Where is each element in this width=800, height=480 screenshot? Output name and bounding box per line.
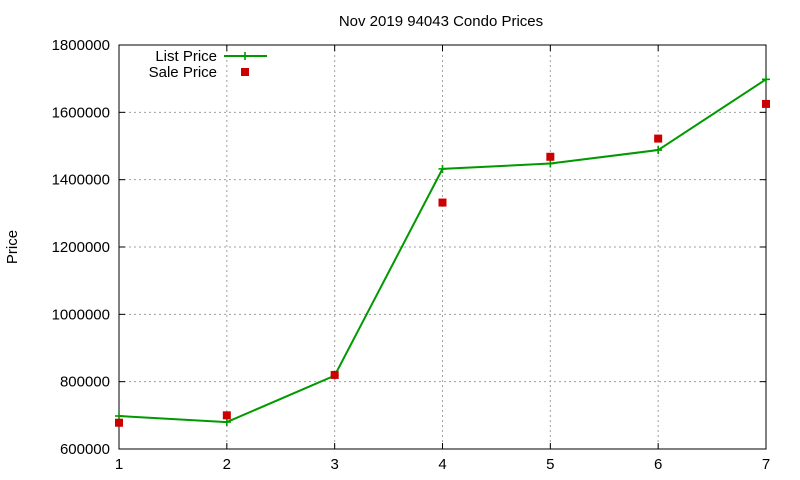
- sale-price-point: [330, 370, 339, 379]
- chart-title: Nov 2019 94043 Condo Prices: [339, 13, 543, 30]
- sale-price-point: [762, 99, 770, 108]
- x-tick-label: 3: [330, 456, 338, 473]
- sale-price-point: [438, 198, 447, 207]
- x-tick-label: 7: [762, 456, 770, 473]
- y-axis-label: Price: [4, 230, 21, 264]
- list-price-point: [438, 164, 447, 173]
- y-tick-label: 1600000: [52, 104, 110, 121]
- plot-area: [115, 75, 770, 427]
- list-price-point: [762, 75, 770, 84]
- sale-price-point: [222, 411, 231, 420]
- sale-price-point: [115, 418, 123, 427]
- list-price-point: [546, 159, 555, 168]
- axes: 1 2 3 4 5 6 7 600000 800000 1000000 1200000 1400000…: [52, 37, 771, 473]
- legend-label-list-price: List Price: [155, 48, 217, 65]
- y-tick-label: 1400000: [52, 172, 110, 189]
- legend-marker-list-price: [241, 52, 249, 60]
- y-tick-label: 600000: [60, 441, 110, 458]
- x-tick-label: 4: [438, 456, 446, 473]
- x-tick-label: 6: [654, 456, 662, 473]
- y-tick-label: 1200000: [52, 239, 110, 256]
- legend-label-sale-price: Sale Price: [149, 64, 217, 81]
- y-tick-label: 800000: [60, 374, 110, 391]
- y-tick-label: 1000000: [52, 306, 110, 323]
- sale-price-point: [546, 152, 555, 161]
- grid: [119, 45, 766, 449]
- x-tick-label: 1: [115, 456, 123, 473]
- x-tick-label: 2: [223, 456, 231, 473]
- y-tick-label: 1800000: [52, 37, 110, 54]
- list-price-point: [654, 146, 663, 155]
- list-price-point: [115, 412, 123, 421]
- legend-marker-sale-price: [241, 68, 249, 76]
- series-sale-price: [115, 99, 770, 427]
- list-price-point: [222, 418, 231, 427]
- x-tick-label: 5: [546, 456, 554, 473]
- sale-price-point: [654, 134, 663, 143]
